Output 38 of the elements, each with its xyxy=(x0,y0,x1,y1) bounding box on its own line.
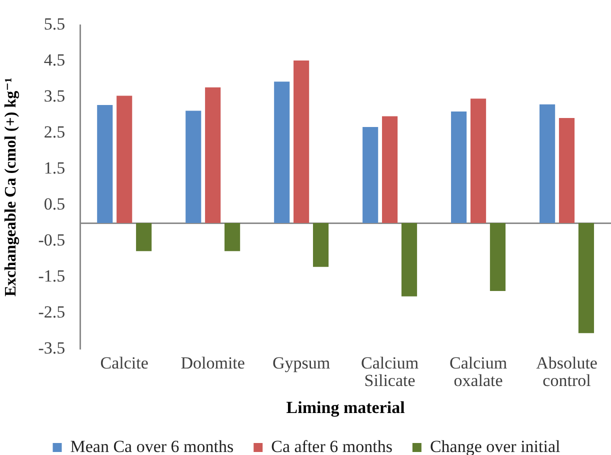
bar xyxy=(294,60,310,224)
x-tick-label: Dolomite xyxy=(180,353,245,372)
bar xyxy=(274,82,290,224)
bar xyxy=(136,223,152,252)
bar xyxy=(97,105,113,224)
bar xyxy=(451,112,467,224)
y-tick-label: 0.5 xyxy=(44,194,66,214)
y-tick-label: 2.5 xyxy=(44,122,66,142)
bar xyxy=(205,87,221,224)
bar xyxy=(116,96,132,224)
legend-label: Mean Ca over 6 months xyxy=(70,436,234,455)
y-tick-label: 3.5 xyxy=(44,86,66,106)
x-tick-label: Calcium Silicate xyxy=(360,353,419,390)
bar xyxy=(224,223,240,252)
bar xyxy=(470,98,486,224)
y-tick-label: 1.5 xyxy=(44,158,66,178)
x-tick-label: Calcium oxalate xyxy=(449,353,508,390)
bar xyxy=(186,110,202,224)
x-axis-title: Liming material xyxy=(286,398,406,418)
bar xyxy=(558,118,575,224)
y-tick-label: -3.5 xyxy=(38,338,66,358)
y-tick-label: -1.5 xyxy=(38,266,66,286)
bar xyxy=(382,116,398,224)
y-tick-label: 5.5 xyxy=(44,14,66,34)
bar xyxy=(540,104,556,224)
bar xyxy=(401,223,418,296)
bar xyxy=(490,223,506,291)
legend-label: Ca after 6 months xyxy=(271,436,392,455)
bar xyxy=(312,223,329,267)
y-tick-label: -2.5 xyxy=(38,302,66,322)
bar xyxy=(362,126,378,224)
y-tick-label: 4.5 xyxy=(44,50,66,70)
y-tick-label: -0.5 xyxy=(38,230,66,250)
y-axis-title: Exchangeable Ca (cmol (+) kg⁻¹ xyxy=(2,77,20,296)
bar xyxy=(578,223,594,334)
x-tick-label: Calcite xyxy=(100,353,148,372)
x-tick-label: Absolute control xyxy=(536,353,598,390)
x-tick-label: Gypsum xyxy=(272,353,330,372)
